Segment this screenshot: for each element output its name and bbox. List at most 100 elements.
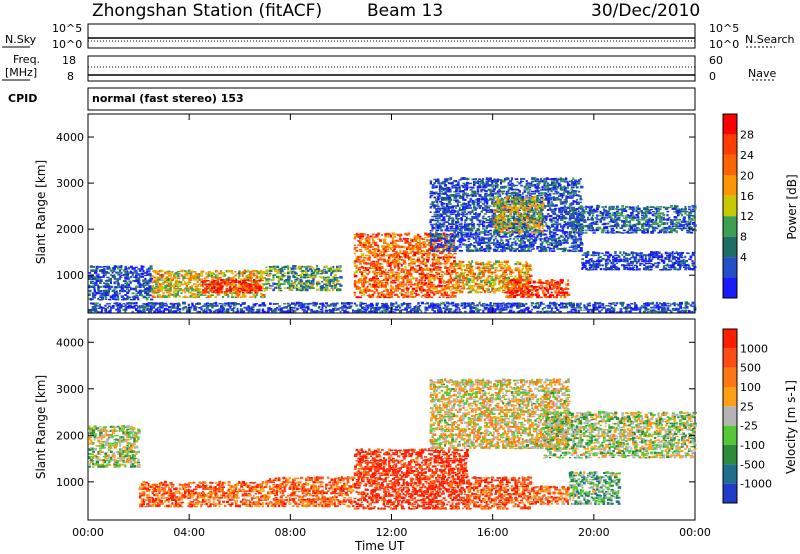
power-cell (339, 276, 343, 279)
power-cell (514, 178, 518, 180)
power-cell (455, 199, 459, 201)
power-cell (543, 192, 547, 195)
power-cell (149, 285, 152, 288)
power-cell (487, 221, 491, 224)
power-cell (172, 283, 176, 286)
power-cell (451, 222, 454, 226)
power-cell (174, 281, 178, 283)
power-cell (104, 298, 108, 300)
power-cell (471, 265, 474, 268)
power-cell (299, 276, 303, 279)
power-cell (496, 217, 500, 220)
power-cell (478, 219, 482, 222)
power-cell (474, 231, 478, 234)
power-cell (559, 188, 563, 191)
power-cell (429, 235, 433, 238)
power-cell (467, 228, 472, 232)
power-cell (194, 295, 198, 299)
power-cell (135, 279, 138, 283)
power-cell (554, 238, 558, 240)
power-cell (444, 198, 448, 201)
power-cell (500, 279, 503, 282)
power-cell (122, 269, 126, 272)
power-cell (220, 272, 223, 275)
power-cell (434, 258, 438, 261)
power-cell (391, 253, 396, 257)
power-cell (491, 235, 494, 238)
power-cell (464, 283, 467, 286)
power-cell (532, 236, 536, 238)
power-cell (465, 248, 469, 250)
power-cell (294, 286, 298, 289)
power-cell (534, 221, 537, 224)
power-cell (201, 281, 205, 284)
power-cell (505, 239, 508, 242)
power-cell (454, 276, 458, 280)
power-cell (545, 286, 548, 288)
power-cell (509, 281, 513, 284)
power-cell (500, 205, 503, 208)
power-cell (446, 296, 450, 299)
power-cell (446, 285, 449, 288)
power-cell (122, 298, 126, 301)
power-cell (505, 243, 509, 246)
power-cell (422, 238, 426, 240)
power-cell (511, 188, 514, 191)
power-cell (480, 230, 484, 234)
power-cell (475, 289, 478, 292)
power-cell (178, 295, 181, 298)
power-cell (453, 223, 456, 225)
power-cell (540, 296, 543, 299)
power-cell (334, 284, 337, 287)
power-cell (527, 214, 530, 217)
power-cell (460, 240, 463, 244)
power-cell (455, 217, 458, 220)
power-cell (101, 272, 105, 274)
power-cell (558, 195, 561, 197)
power-cell (431, 238, 434, 242)
power-cell (528, 245, 532, 248)
power-cell (578, 190, 581, 193)
power-cell (231, 272, 235, 275)
power-cell (579, 247, 583, 250)
power-cell (375, 267, 379, 269)
power-cell (440, 191, 443, 193)
power-cell (455, 193, 458, 195)
power-cell (368, 278, 371, 282)
power-cell (198, 288, 202, 290)
power-cell (478, 271, 481, 274)
power-cell (480, 267, 484, 269)
power-cell (436, 262, 439, 265)
power-cell (402, 289, 405, 292)
power-cell (373, 243, 377, 246)
power-cell (243, 295, 247, 298)
power-cell (440, 241, 443, 244)
power-cell (453, 210, 457, 213)
power-cell (487, 211, 491, 213)
power-cell (520, 289, 523, 292)
power-cell (460, 279, 463, 282)
power-cell (111, 270, 114, 274)
power-cell (218, 284, 221, 288)
power-cell (381, 266, 384, 269)
power-cell (373, 252, 377, 254)
power-cell (370, 284, 374, 288)
power-cell (212, 285, 216, 288)
power-cell (458, 223, 461, 226)
power-cell (435, 222, 438, 226)
power-cell (511, 287, 515, 290)
power-cell (397, 268, 400, 271)
power-cell (528, 267, 532, 270)
power-cell (437, 248, 440, 251)
power-cell (238, 270, 241, 273)
power-cell (231, 280, 235, 282)
power-cell (548, 184, 553, 187)
power-cell (529, 288, 533, 292)
power-cell (386, 259, 390, 263)
power-cell (532, 192, 536, 195)
power-cell (467, 217, 471, 220)
nsky-tick-top: 10^5 (52, 22, 83, 35)
power-cell (260, 274, 264, 277)
power-cell (261, 293, 266, 296)
power-cell (523, 214, 527, 217)
